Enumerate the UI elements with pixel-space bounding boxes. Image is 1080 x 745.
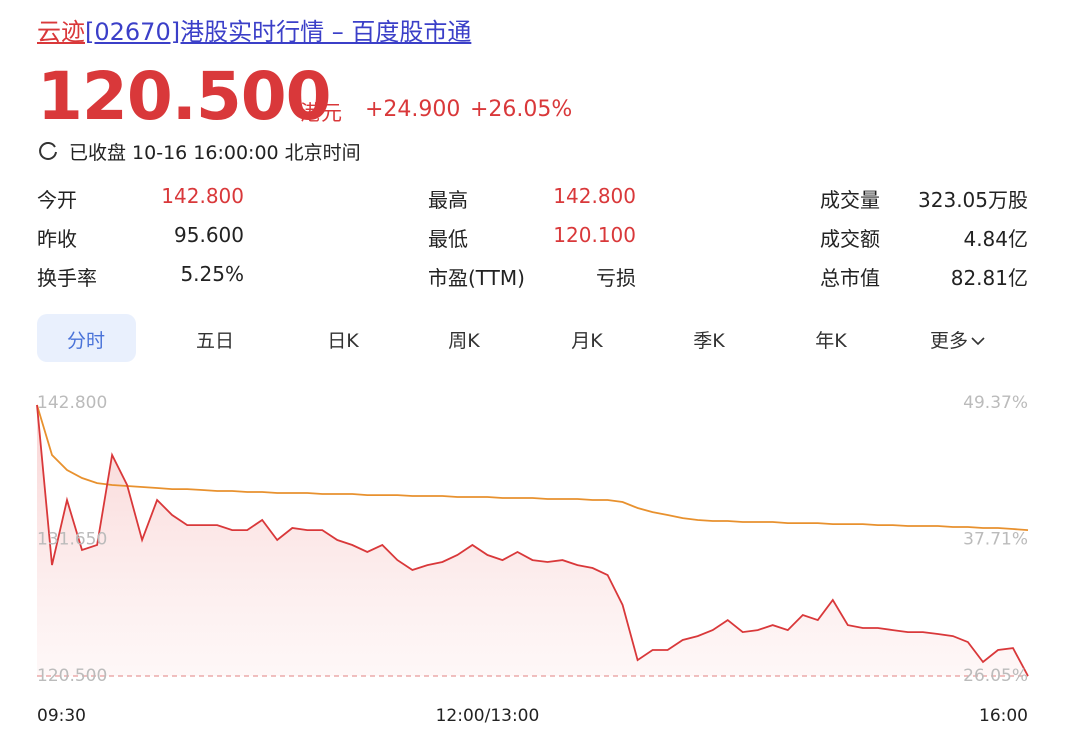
status-text: 已收盘 10-16 16:00:00 北京时间 bbox=[69, 142, 361, 164]
tab[interactable]: 年K bbox=[815, 330, 847, 352]
stat-label: 总市值 bbox=[820, 266, 880, 290]
line-0 bbox=[36, 404, 1029, 677]
stat-value: 142.800 bbox=[553, 184, 636, 208]
active-tab-bg bbox=[37, 314, 136, 362]
stat-label: 成交额 bbox=[820, 227, 880, 251]
stat-label: 昨收 bbox=[37, 227, 77, 251]
stat-value: 4.84亿 bbox=[963, 227, 1028, 251]
page-title: 云迹[02670]港股实时行情 – 百度股市通 bbox=[37, 12, 471, 47]
x-tick-label: 12:00/13:00 bbox=[436, 706, 540, 726]
change: +24.900 bbox=[365, 97, 461, 122]
currency: 港元 bbox=[300, 101, 342, 125]
tab[interactable]: 分时 bbox=[66, 330, 106, 352]
tab[interactable]: 更多 bbox=[930, 326, 986, 353]
y-tick-label: 120.500 bbox=[37, 666, 107, 686]
stat-value: 142.800 bbox=[161, 184, 244, 208]
status: 已收盘 10-16 16:00:00 北京时间 bbox=[37, 138, 361, 165]
tab[interactable]: 周K bbox=[448, 330, 480, 352]
y-tick-label: 131.650 bbox=[37, 530, 107, 550]
tab[interactable]: 五日 bbox=[195, 330, 235, 352]
x-tick-label: 16:00 bbox=[979, 706, 1028, 726]
stat-value: 亏损 bbox=[596, 266, 636, 290]
stat-value: 82.81亿 bbox=[950, 266, 1028, 290]
stat-label: 市盈(TTM) bbox=[428, 266, 525, 290]
stat-label: 成交量 bbox=[820, 188, 880, 212]
tab[interactable]: 季K bbox=[693, 330, 725, 352]
tab[interactable]: 月K bbox=[571, 330, 603, 352]
stat-label: 今开 bbox=[37, 188, 77, 212]
y2-tick-label: 37.71% bbox=[963, 530, 1028, 550]
stat-value: 5.25% bbox=[180, 262, 244, 286]
tab[interactable]: 日K bbox=[327, 330, 359, 352]
title-link[interactable]: [02670]港股实时行情 – 百度股市通 bbox=[85, 18, 472, 46]
chart: 120.500 131.650 142.800 26.05% 37.71% 49.37% 0… bbox=[36, 393, 1029, 726]
chevron bbox=[971, 337, 985, 346]
stat-value: 95.600 bbox=[174, 223, 244, 247]
stat-value: 120.100 bbox=[553, 223, 636, 247]
stat-value: 323.05万股 bbox=[918, 188, 1028, 212]
area-fill bbox=[37, 405, 1028, 676]
stat-label: 换手率 bbox=[37, 266, 97, 290]
line-1 bbox=[36, 404, 1029, 531]
change-percent: +26.05% bbox=[470, 97, 573, 122]
x-tick-label: 09:30 bbox=[37, 706, 86, 726]
y2-tick-label: 49.37% bbox=[963, 393, 1028, 413]
stat-label: 最低 bbox=[428, 227, 468, 251]
title-link[interactable]: 云迹 bbox=[37, 18, 85, 46]
status-icon bbox=[39, 141, 57, 160]
y-tick-label: 142.800 bbox=[37, 393, 107, 413]
y2-tick-label: 26.05% bbox=[963, 666, 1028, 686]
price: 120.500 bbox=[37, 58, 332, 135]
stat-label: 最高 bbox=[428, 188, 468, 212]
